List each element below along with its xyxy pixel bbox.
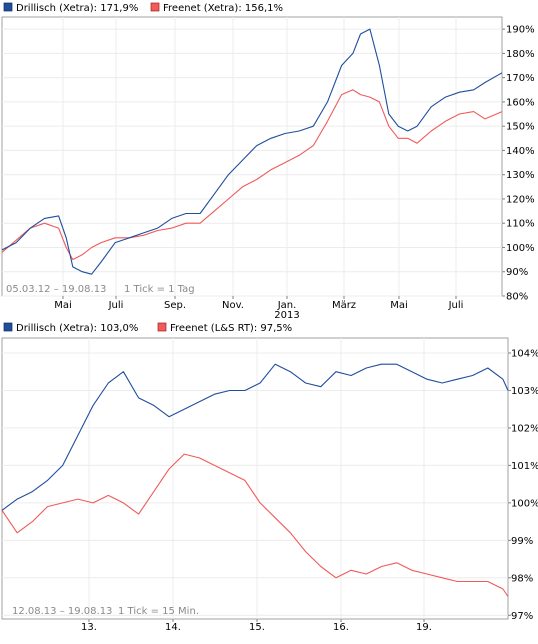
chart-2-legend-swatch-2 [157,322,167,332]
y-tick-label: 160% [506,97,535,108]
chart-1-year-label: 2013 [274,310,299,321]
x-tick-label: Nov. [222,300,244,311]
series-line-freenet-l-s-rt [1,453,509,597]
y-tick-label: 110% [506,219,535,230]
chart-1-plot-area [1,16,503,297]
chart-1-legend-bar [0,0,538,15]
series-line-drillisch-xetra [1,28,503,275]
chart-2: Drillisch (Xetra): 103,0% Freenet (L&S R… [1,322,538,633]
chart-1-tick-label: 1 Tick = 1 Tag [124,284,195,295]
y-tick-label: 101% [511,461,538,472]
y-tick-label: 100% [511,498,538,509]
chart-1-series [1,28,503,275]
x-tick-label: 15. [249,622,265,633]
chart-2-y-axis: 104% 103% 102% 101% 100% 99% 98% 97% [508,348,538,622]
x-tick-label: März [332,300,356,311]
chart-1-period-label: 05.03.12 – 19.08.13 [6,284,106,295]
y-tick-label: 80% [506,292,528,303]
x-tick-label: 13. [81,622,97,633]
y-tick-label: 180% [506,49,535,60]
x-tick-label: Juli [108,300,124,311]
y-tick-label: 90% [506,267,528,278]
chart-1-gridlines [2,17,502,297]
chart-2-legend-label-1: Drillisch (Xetra): 103,0% [16,323,138,334]
y-tick-label: 103% [511,386,538,397]
x-tick-label: 19. [416,622,432,633]
x-tick-label: Jan. [277,300,297,311]
chart-1-legend-swatch-2 [150,2,160,12]
y-tick-label: 102% [511,423,538,434]
chart-2-period-label: 12.08.13 – 19.08.13 [12,606,112,617]
x-tick-label: Sep. [164,300,186,311]
chart-1-y-axis: 190% 180% 170% 160% 150% 140% 130% 120% 110% 100%… [502,25,535,303]
x-tick-label: Mai [390,300,408,311]
y-tick-label: 100% [506,243,535,254]
series-line-freenet-xetra [1,89,503,261]
chart-2-legend-label-2: Freenet (L&S RT): 97,5% [170,323,292,334]
x-tick-label: 16. [333,622,349,633]
chart-2-gridlines [2,338,508,619]
x-tick-label: 14. [165,622,181,633]
y-tick-label: 170% [506,73,535,84]
y-tick-label: 130% [506,170,535,181]
y-tick-label: 104% [511,348,538,359]
chart-1-legend-label-2: Freenet (Xetra): 156,1% [163,3,283,14]
chart-1-legend-swatch-1 [3,2,13,12]
y-tick-label: 140% [506,146,535,157]
chart-2-x-axis: 13. 14. 15. 16. 19. [81,619,432,633]
y-tick-label: 150% [506,122,535,133]
y-tick-label: 98% [511,573,533,584]
chart-2-tick-label: 1 Tick = 15 Min. [118,606,199,617]
y-tick-label: 120% [506,194,535,205]
chart-2-legend-swatch-1 [3,322,13,332]
y-tick-label: 99% [511,536,533,547]
chart-1-legend-label-1: Drillisch (Xetra): 171,9% [16,3,138,14]
y-tick-label: 190% [506,25,535,36]
chart-2-series [1,363,509,597]
y-tick-label: 97% [511,611,533,622]
series-line-drillisch-xetra [1,363,509,511]
chart-1-x-axis: Mai Juli Sep. Nov. Jan. März Mai Juli [54,296,463,311]
x-tick-label: Juli [448,300,464,311]
x-tick-label: Mai [54,300,72,311]
chart-1: Drillisch (Xetra): 171,9% Freenet (Xetra… [0,0,538,321]
